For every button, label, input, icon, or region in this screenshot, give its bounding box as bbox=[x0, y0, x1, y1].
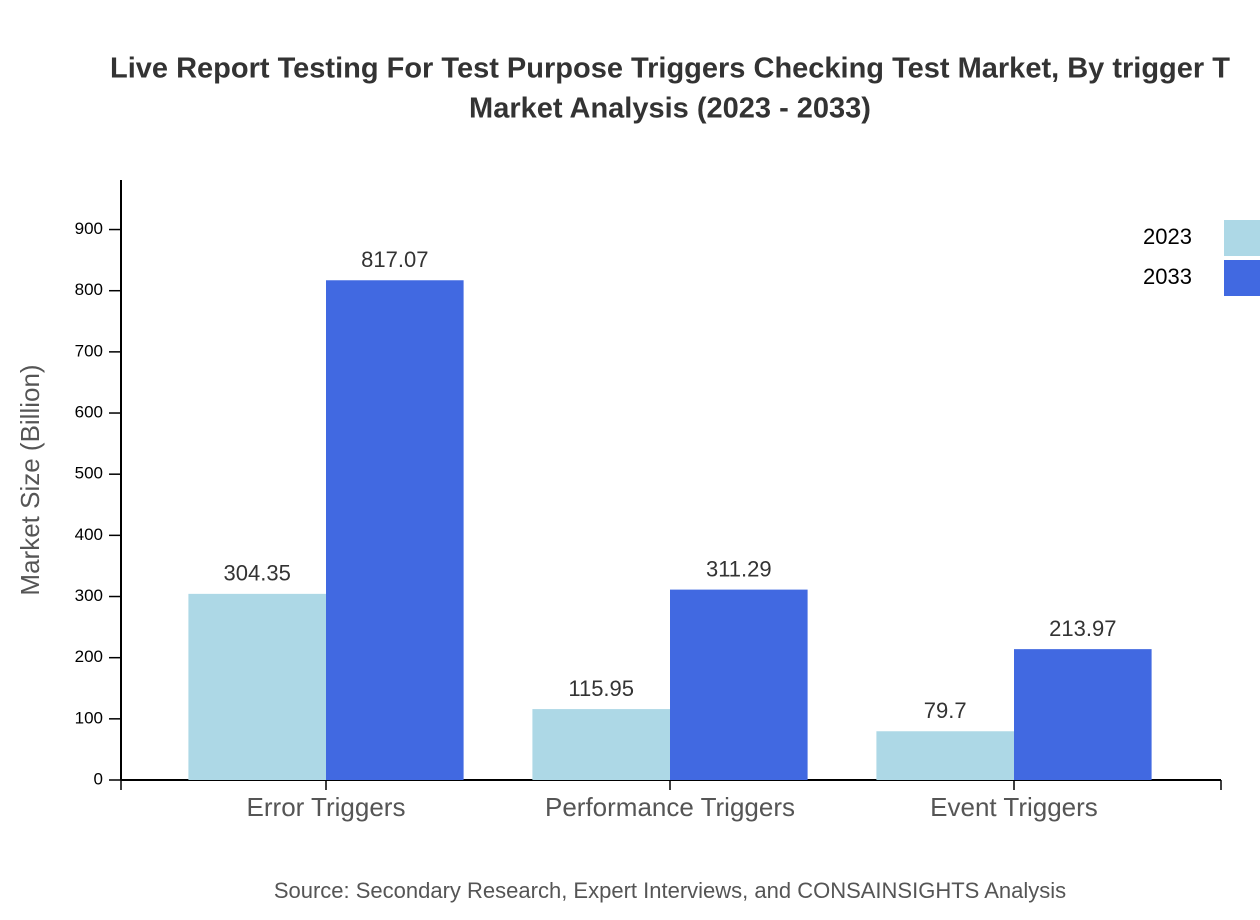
bar bbox=[326, 280, 464, 780]
y-tick-label: 500 bbox=[75, 464, 103, 483]
y-tick-label: 100 bbox=[75, 708, 103, 727]
y-tick-label: 0 bbox=[94, 769, 103, 788]
value-label: 304.35 bbox=[224, 561, 291, 586]
y-tick-label: 300 bbox=[75, 586, 103, 605]
bar bbox=[532, 709, 670, 780]
legend-swatch bbox=[1224, 260, 1260, 296]
chart-title: Live Report Testing For Test Purpose Tri… bbox=[110, 53, 1230, 85]
y-tick-label: 600 bbox=[75, 403, 103, 422]
y-tick-label: 800 bbox=[75, 280, 103, 299]
bar bbox=[670, 589, 808, 780]
value-label: 311.29 bbox=[706, 556, 772, 581]
bar bbox=[1014, 649, 1152, 780]
legend-swatch bbox=[1224, 220, 1260, 256]
y-tick-label: 900 bbox=[75, 219, 103, 238]
x-tick-label: Event Triggers bbox=[930, 792, 1098, 822]
legend-label: 2033 bbox=[1143, 264, 1192, 289]
x-tick-label: Error Triggers bbox=[247, 792, 406, 822]
source-note: Source: Secondary Research, Expert Inter… bbox=[274, 878, 1066, 903]
bar bbox=[876, 731, 1014, 780]
y-tick-label: 700 bbox=[75, 341, 103, 360]
legend-label: 2023 bbox=[1143, 224, 1192, 249]
value-label: 79.7 bbox=[924, 698, 967, 723]
value-label: 213.97 bbox=[1049, 616, 1116, 641]
chart-title: Market Analysis (2023 - 2033) bbox=[469, 93, 871, 125]
y-tick-label: 200 bbox=[75, 647, 103, 666]
value-label: 817.07 bbox=[361, 247, 428, 272]
y-axis-label: Market Size (Billion) bbox=[15, 364, 45, 595]
value-label: 115.95 bbox=[568, 676, 634, 701]
bar bbox=[188, 593, 326, 780]
x-tick-label: Performance Triggers bbox=[545, 792, 795, 822]
y-tick-label: 400 bbox=[75, 525, 103, 544]
